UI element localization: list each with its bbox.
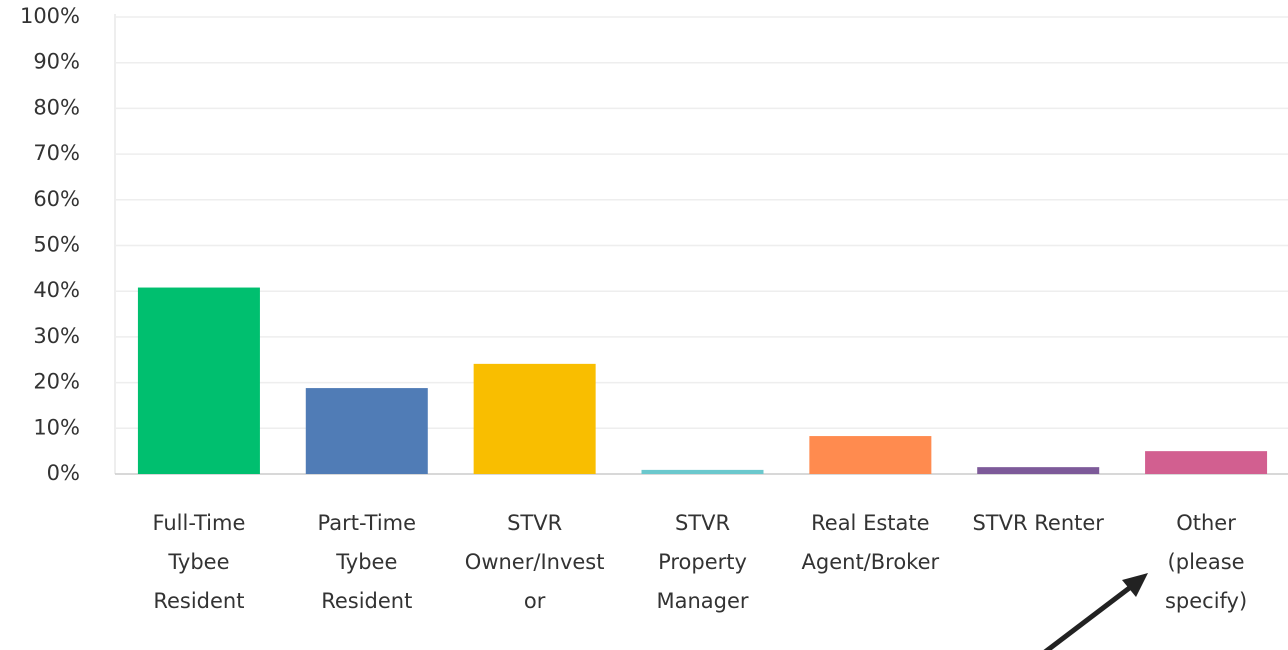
arrow bbox=[1043, 573, 1148, 650]
y-tick-label: 100% bbox=[20, 4, 80, 28]
x-tick-label: STVR Renter bbox=[972, 511, 1104, 535]
bar bbox=[305, 388, 428, 474]
x-tick-label: Real Estate Agent/Broker bbox=[801, 511, 940, 574]
y-tick-label: 60% bbox=[33, 187, 80, 211]
x-tick-label: Other (please specify) bbox=[1164, 511, 1248, 613]
bar bbox=[977, 467, 1100, 474]
x-tick-label: STVR Owner/Investor bbox=[464, 511, 605, 613]
y-tick-label: 30% bbox=[33, 324, 80, 348]
x-tick-label: STVR Property Manager bbox=[656, 511, 749, 613]
y-tick-label: 20% bbox=[33, 370, 80, 394]
bar bbox=[137, 287, 260, 474]
x-tick-label: Full-Time Tybee Resident bbox=[152, 511, 246, 613]
bar bbox=[809, 436, 932, 474]
y-tick-label: 50% bbox=[33, 233, 80, 257]
bar bbox=[473, 363, 596, 474]
y-tick-label: 70% bbox=[33, 141, 80, 165]
y-tick-label: 0% bbox=[47, 461, 80, 485]
arrow-shaft bbox=[1043, 584, 1134, 650]
arrow-head bbox=[1122, 573, 1148, 597]
y-tick-label: 80% bbox=[33, 95, 80, 119]
y-tick-label: 90% bbox=[33, 50, 80, 74]
y-tick-label: 40% bbox=[33, 278, 80, 302]
bar bbox=[1145, 451, 1268, 474]
y-tick-label: 10% bbox=[33, 415, 80, 439]
x-tick-label: Part-Time Tybee Resident bbox=[317, 511, 417, 613]
bar bbox=[641, 469, 764, 474]
